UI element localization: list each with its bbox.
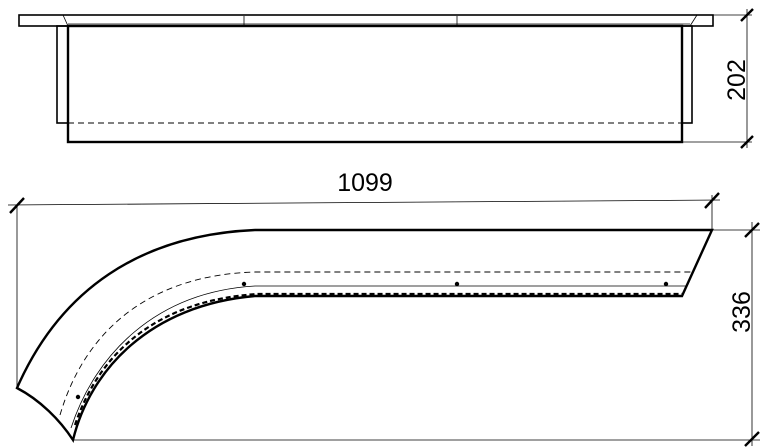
dimension-label-336: 336 <box>728 291 756 333</box>
dimension-label-1099: 1099 <box>337 169 393 197</box>
dim-1099-tick-right <box>704 192 720 209</box>
fixing-point-3 <box>454 281 460 287</box>
box-body <box>66 24 684 144</box>
inner-hidden-contour <box>59 271 692 416</box>
inner-solid-contour <box>70 285 686 429</box>
fixing-point-1 <box>75 394 81 400</box>
bottom-view: 1099 336 <box>7 169 760 447</box>
flange-chamfer-left <box>62 14 69 27</box>
fixing-point-4 <box>663 281 669 287</box>
left-side-tab <box>56 25 69 124</box>
dim-1099-line <box>7 199 721 206</box>
curved-shelf-outline <box>15 228 714 443</box>
dimension-label-202: 202 <box>723 59 751 101</box>
right-side-tab <box>681 25 693 124</box>
dim-202-tick-top <box>740 8 754 22</box>
fixing-point-2 <box>241 281 247 287</box>
dim-202-tick-bottom <box>740 135 754 149</box>
inner-bold-contour <box>73 292 682 426</box>
dim-1099-tick-left <box>9 197 25 214</box>
flange-chamfer-right <box>689 14 698 27</box>
dim-336-tick-top <box>744 222 760 238</box>
top-view: 202 <box>18 8 754 149</box>
dim-336-tick-bottom <box>744 431 760 447</box>
